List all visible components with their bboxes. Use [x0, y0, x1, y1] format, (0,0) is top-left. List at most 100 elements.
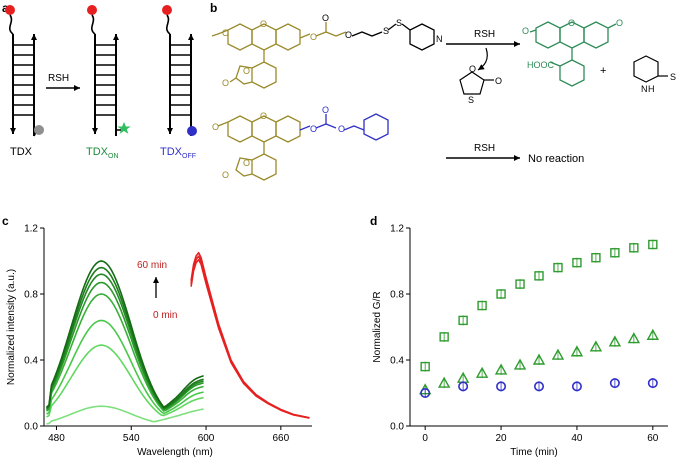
svg-text:O: O	[222, 28, 229, 38]
panel-d-xtick-label: 20	[495, 433, 507, 444]
hooc-label: HOOC	[527, 60, 555, 70]
square-point	[610, 248, 620, 258]
triangle-point	[551, 348, 565, 360]
svg-text:O: O	[260, 111, 267, 121]
tdx-off-construct: TDXOFF	[160, 5, 197, 160]
svg-text:S: S	[396, 18, 402, 28]
square-point	[496, 289, 506, 299]
triangle-point	[494, 363, 508, 375]
green-emission-curve	[46, 319, 204, 415]
circle-point	[533, 381, 544, 392]
rsh-label-a: RSH	[48, 73, 69, 84]
panel-d-xtick-label: 0	[422, 433, 428, 444]
red-emission-curve	[190, 255, 310, 419]
fluorescein-benzyl-structure	[217, 115, 301, 181]
panel-d-xtick-label: 40	[571, 433, 583, 444]
panel-c-xtick-label: 660	[272, 433, 289, 444]
panel-d-ytick-label: 0.8	[390, 290, 404, 301]
square-point	[629, 243, 639, 253]
svg-text:S: S	[383, 26, 389, 36]
svg-text:O: O	[222, 170, 229, 180]
triangle-point	[570, 345, 584, 357]
disulfide-linker	[351, 23, 435, 51]
quencher-dot	[34, 125, 44, 135]
svg-text:H: H	[648, 84, 655, 94]
rsh-label-top: RSH	[474, 29, 495, 40]
pyridinethione-structure	[633, 55, 668, 83]
tdx-off-label: TDXOFF	[160, 146, 196, 160]
panel-c-ytick-label: 0.0	[24, 422, 38, 433]
tdx-on-label: TDXON	[86, 146, 119, 160]
green-emission-curve	[46, 405, 204, 425]
svg-text:O: O	[522, 26, 529, 36]
svg-text:O: O	[338, 124, 345, 134]
panel-d: d 0 20 40 60 0.0 0.4 0.8 1.2 Time (min) Normali…	[370, 214, 668, 458]
circle-point	[458, 381, 469, 392]
no-reaction-label: No reaction	[528, 153, 584, 165]
circle-point	[420, 387, 431, 398]
svg-text:O: O	[469, 64, 476, 74]
panel-d-xlabel: Time (min)	[510, 447, 557, 458]
rungs	[13, 44, 34, 116]
red-dye-dot	[87, 5, 97, 15]
square-point	[591, 252, 601, 263]
panel-c-axes: 480 540 600 660 0.0 0.4 0.8 1.2	[24, 224, 312, 444]
svg-text:O: O	[212, 122, 219, 132]
tdx-on-construct: TDXON	[86, 5, 131, 160]
panel-d-ytick-label: 1.2	[390, 224, 404, 235]
svg-text:S: S	[670, 72, 676, 82]
benzyl-carbonate-group	[299, 113, 389, 141]
square-point	[553, 262, 563, 273]
circle-point	[647, 378, 658, 389]
green-emission-curve	[45, 281, 204, 411]
fluorescein-carbonate-structure	[211, 22, 347, 89]
panel-d-ytick-label: 0.4	[390, 356, 404, 367]
svg-text:O: O	[322, 105, 329, 115]
triangle-point	[475, 366, 489, 378]
pyridinethione-atoms: N H S	[641, 72, 676, 94]
star-icon	[117, 122, 131, 134]
green-emission-curve	[45, 266, 204, 409]
panel-c-xlabel: Wavelength (nm)	[137, 447, 213, 458]
panel-d-axes: 0 20 40 60 0.0 0.4 0.8 1.2	[390, 224, 668, 444]
square-point	[477, 300, 487, 311]
panel-d-ylabel: Normalized G/R	[372, 291, 383, 362]
square-point	[439, 332, 449, 342]
svg-text:O: O	[260, 19, 267, 29]
triangle-point	[627, 332, 641, 344]
svg-text:O: O	[322, 13, 329, 23]
byproduct-arrow	[477, 47, 488, 71]
panel-b-label: b	[210, 1, 217, 15]
circle-point	[496, 381, 507, 392]
rungs	[170, 44, 191, 116]
panel-d-ytick-label: 0.0	[390, 422, 404, 433]
red-dye-dot	[5, 5, 15, 15]
thiocarbonate-byproduct	[459, 71, 494, 95]
svg-text:O: O	[310, 124, 317, 134]
panel-c-xtick-label: 480	[48, 433, 65, 444]
panel-a: a TDX RSH	[2, 1, 197, 160]
disulfide-atoms: S S N	[383, 18, 443, 44]
red-dye-dot	[162, 5, 172, 15]
svg-text:N: N	[641, 84, 648, 94]
square-point	[648, 239, 658, 250]
triangle-point	[608, 335, 622, 347]
panel-b: b O O O O O O O	[210, 1, 676, 181]
red-emission-curve	[190, 251, 310, 419]
panel-d-label: d	[370, 214, 377, 228]
circle-point	[571, 381, 582, 392]
green-emission-curve	[46, 344, 204, 418]
rsh-label-bottom: RSH	[474, 143, 495, 154]
panel-c-ytick-label: 0.8	[24, 290, 38, 301]
triangle-point	[532, 353, 546, 365]
panel-d-series	[418, 239, 660, 398]
panel-c-label: c	[2, 214, 9, 228]
triangle-point	[589, 340, 603, 352]
fluorescein-product-structure	[529, 21, 617, 87]
svg-text:O: O	[243, 66, 250, 76]
panel-c-xtick-label: 600	[198, 433, 215, 444]
svg-text:O: O	[616, 18, 623, 28]
blue-dye-dot	[187, 126, 197, 136]
annotation-0-min: 0 min	[153, 310, 177, 321]
